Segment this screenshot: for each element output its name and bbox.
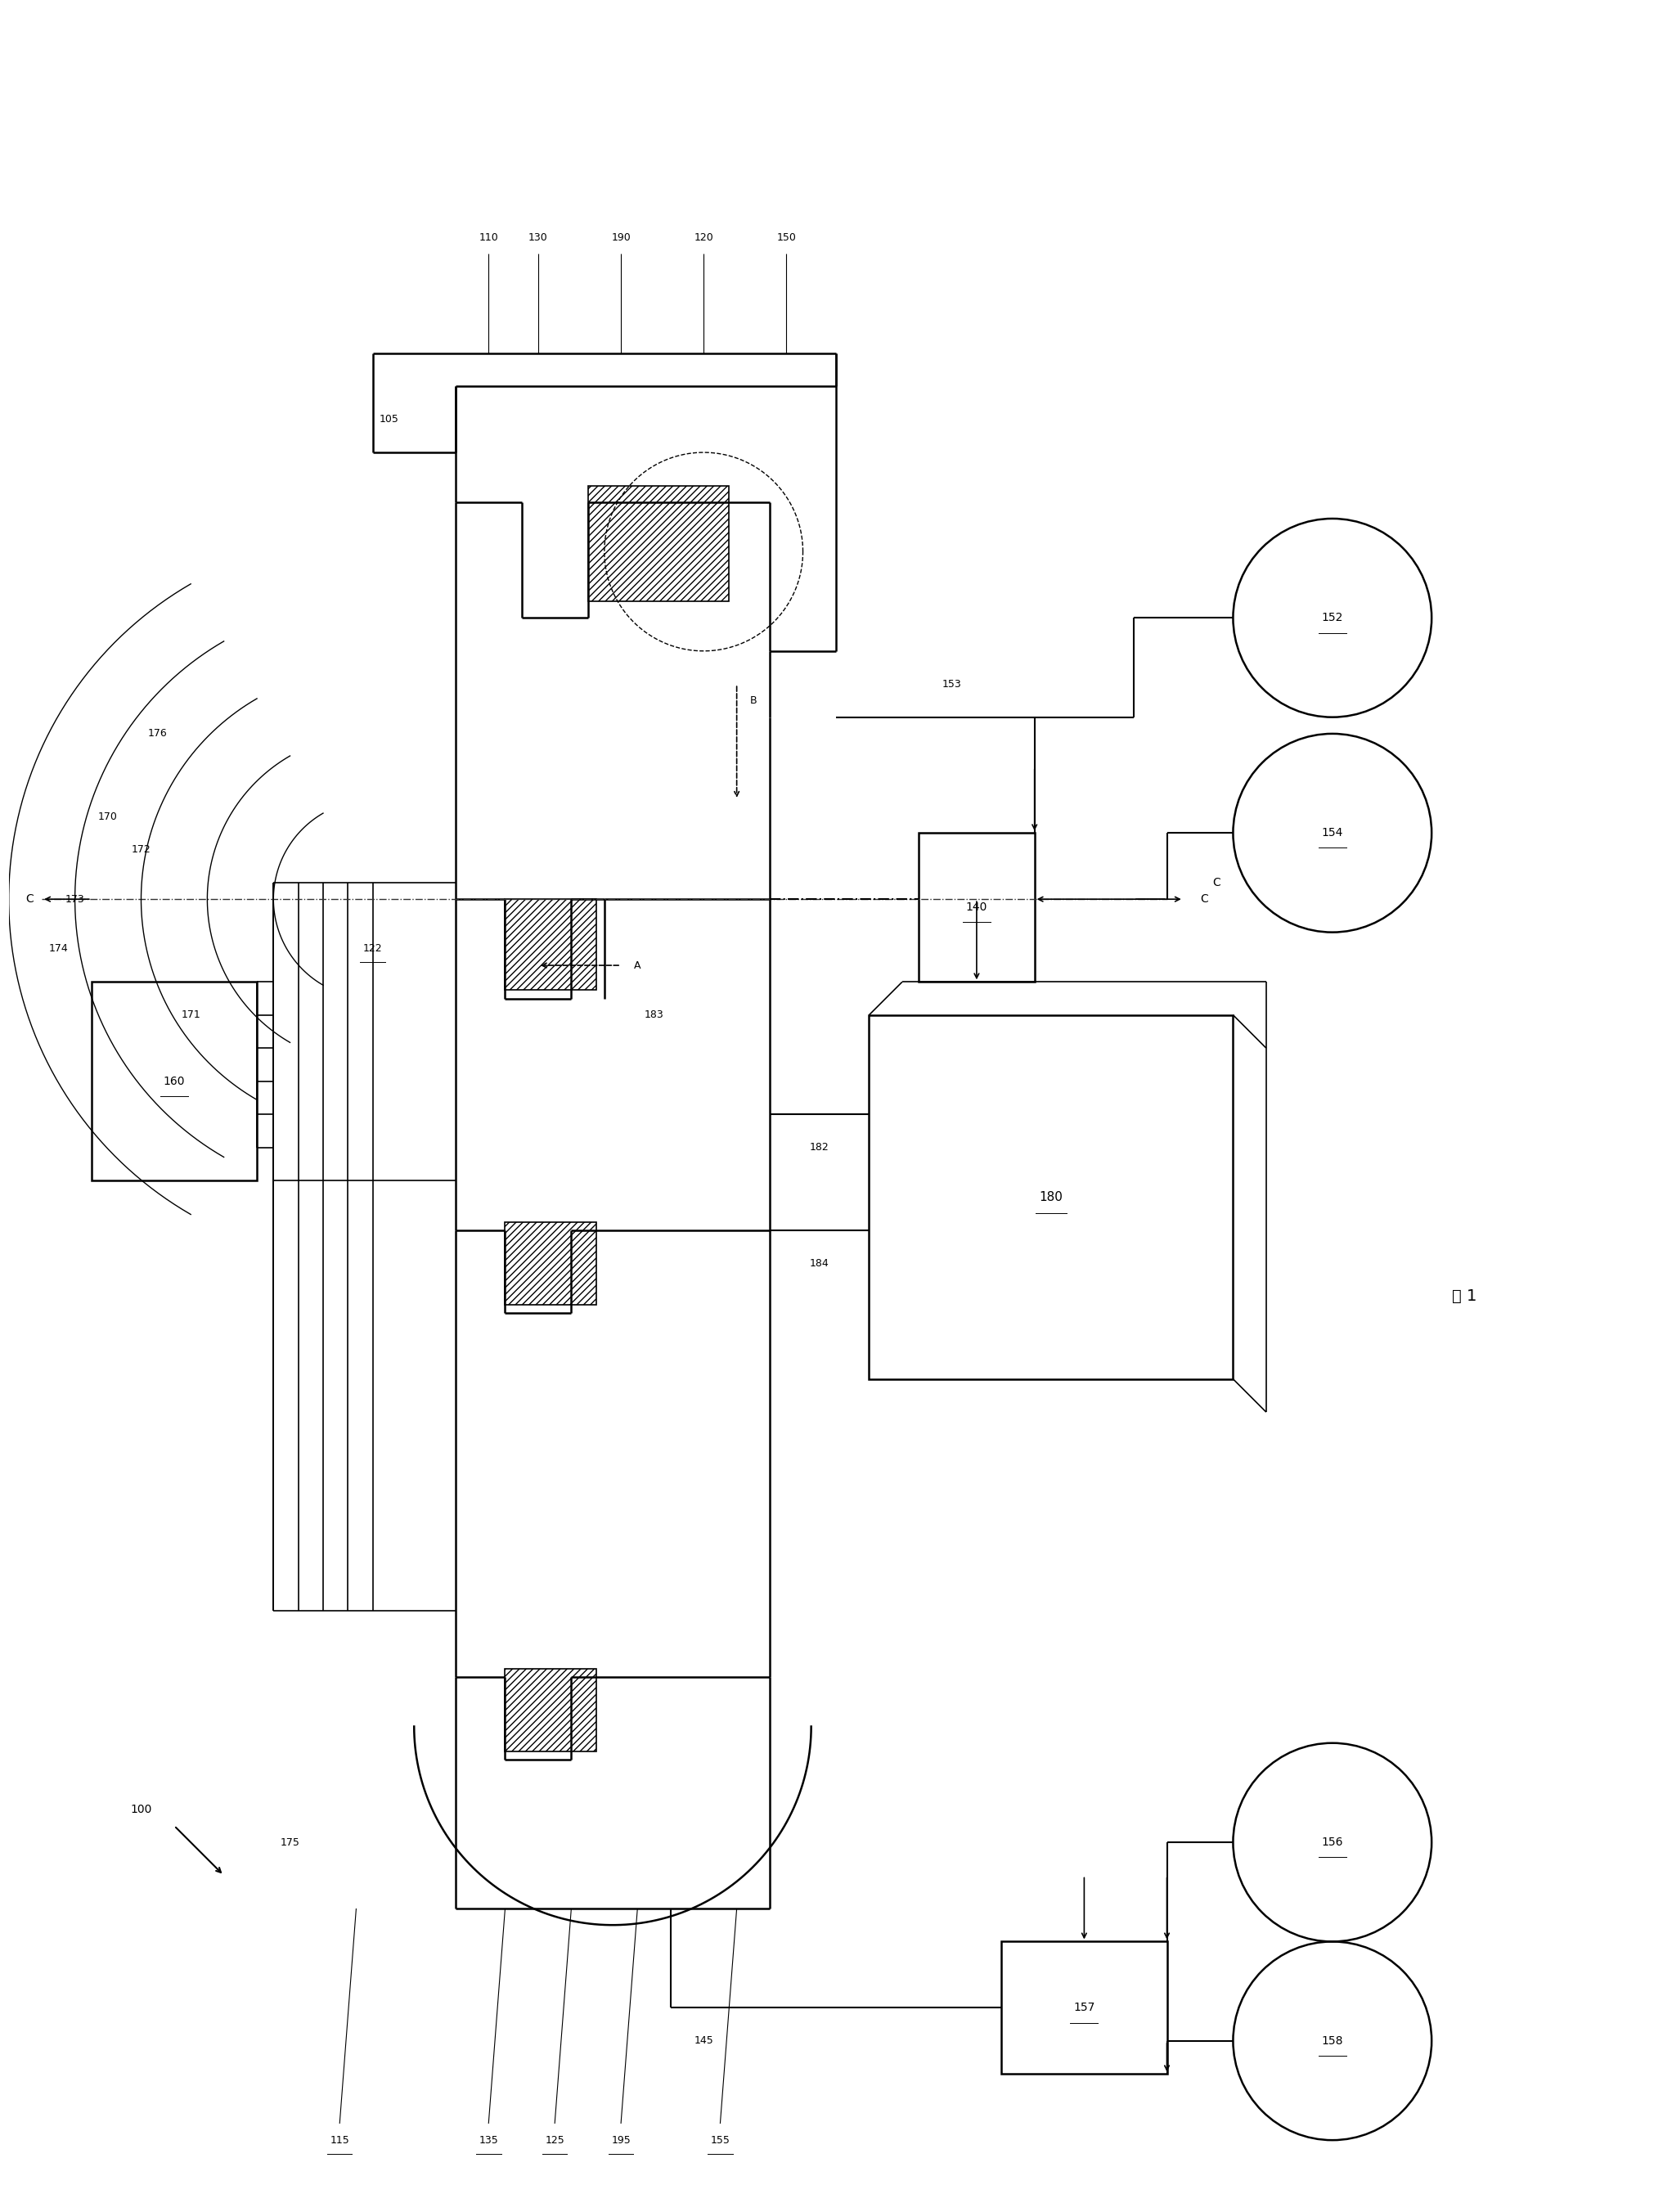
Text: 156: 156 — [1321, 1836, 1343, 1847]
Bar — [505, 1668, 597, 1752]
Text: 176: 176 — [147, 728, 167, 739]
Bar — [869, 1015, 1232, 1378]
Text: 125: 125 — [545, 2135, 565, 2146]
Text: 190: 190 — [612, 232, 630, 243]
Text: 173: 173 — [65, 894, 85, 905]
Text: 152: 152 — [1321, 613, 1343, 624]
Text: A: A — [634, 960, 640, 971]
Text: 145: 145 — [694, 2035, 714, 2046]
Text: 122: 122 — [363, 945, 383, 953]
Text: C: C — [25, 894, 33, 905]
Text: 154: 154 — [1321, 827, 1343, 838]
Text: 100: 100 — [130, 1803, 152, 1814]
Bar — [92, 982, 257, 1181]
Text: 153: 153 — [941, 679, 961, 690]
Text: 120: 120 — [694, 232, 714, 243]
Text: 175: 175 — [281, 1836, 299, 1847]
Text: 150: 150 — [776, 232, 796, 243]
Text: 172: 172 — [132, 845, 150, 854]
Text: C: C — [1212, 876, 1221, 889]
Text: 110: 110 — [478, 232, 498, 243]
Text: 115: 115 — [329, 2135, 349, 2146]
Text: 105: 105 — [380, 414, 400, 425]
Text: 184: 184 — [809, 1259, 829, 1267]
Text: 157: 157 — [1073, 2002, 1095, 2013]
Text: 174: 174 — [48, 945, 69, 953]
Text: 180: 180 — [1040, 1190, 1063, 1203]
Bar — [1002, 1942, 1167, 2075]
Bar — [505, 1221, 597, 1305]
Text: C: C — [1200, 894, 1207, 905]
Bar — [918, 834, 1035, 982]
Text: 155: 155 — [711, 2135, 731, 2146]
Text: 130: 130 — [528, 232, 548, 243]
Text: 135: 135 — [478, 2135, 498, 2146]
Bar — [589, 484, 729, 602]
Text: B: B — [749, 695, 757, 706]
Text: 170: 170 — [99, 812, 117, 823]
Text: 195: 195 — [612, 2135, 630, 2146]
Text: 160: 160 — [164, 1075, 186, 1086]
Text: 183: 183 — [644, 1009, 664, 1020]
Text: 182: 182 — [809, 1141, 829, 1152]
Bar — [505, 898, 597, 991]
Text: 图 1: 图 1 — [1453, 1290, 1476, 1305]
Text: 140: 140 — [966, 902, 988, 914]
Text: 158: 158 — [1321, 2035, 1343, 2046]
Text: 171: 171 — [181, 1009, 201, 1020]
